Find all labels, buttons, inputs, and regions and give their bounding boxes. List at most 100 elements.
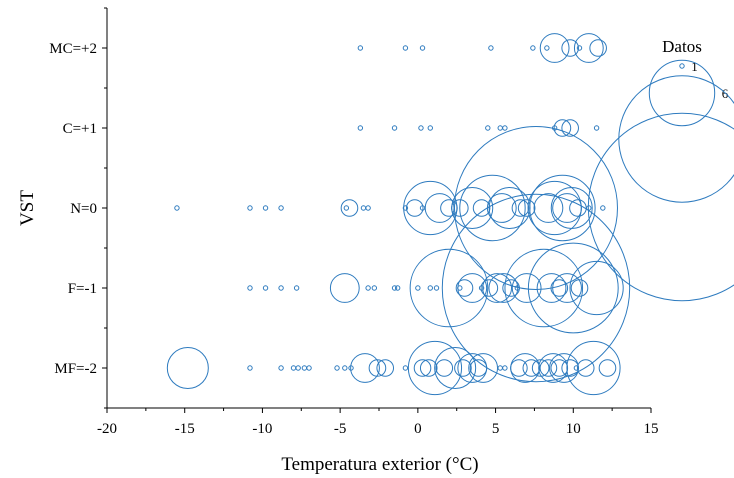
bubble-point xyxy=(497,365,503,371)
bubble-point xyxy=(566,340,621,396)
bubble-point xyxy=(598,359,617,377)
bubble-point xyxy=(570,279,589,297)
bubble-point xyxy=(527,242,619,334)
bubble-point xyxy=(166,347,209,389)
legend-bubble xyxy=(648,59,716,127)
bubbles xyxy=(166,33,631,396)
bubble-point xyxy=(415,285,421,291)
bubble-point xyxy=(488,273,519,303)
x-tick-label: -20 xyxy=(97,421,117,437)
bubble-point xyxy=(457,273,488,303)
y-tick-label: MF=-2 xyxy=(54,361,97,377)
bubble-point xyxy=(435,359,454,377)
bubble-point xyxy=(419,359,438,377)
legend-bubble xyxy=(587,112,734,302)
bubble-point xyxy=(514,285,521,291)
x-tick-label: -10 xyxy=(252,421,272,437)
bubble-point xyxy=(480,279,499,297)
bubble-point xyxy=(405,199,424,217)
bubble-point xyxy=(550,359,569,377)
bubble-point xyxy=(433,285,440,291)
bubble-point xyxy=(539,33,570,63)
bubble-point xyxy=(278,365,284,371)
bubble-point xyxy=(469,359,488,377)
y-tick-label: MC=+2 xyxy=(49,41,97,57)
legend: Datos161116 xyxy=(587,37,734,302)
bubble-point xyxy=(561,359,579,377)
x-tick-label: -15 xyxy=(175,421,195,437)
y-axis-title: VST xyxy=(17,190,38,226)
bubble-point xyxy=(451,187,494,229)
bubble-point xyxy=(306,365,312,371)
bubble-point xyxy=(343,205,350,211)
bubble-point xyxy=(453,126,618,290)
bubble-point xyxy=(247,205,253,211)
bubble-point xyxy=(262,285,269,291)
bubble-point xyxy=(550,187,593,229)
x-tick-label: 10 xyxy=(566,421,581,437)
bubble-point xyxy=(573,365,580,371)
bubble-point xyxy=(419,45,426,51)
x-tick-label: 15 xyxy=(644,421,659,437)
bubble-point xyxy=(600,205,606,211)
bubble-point xyxy=(576,359,595,377)
ticks: -20 -15 -10 -5 0 5 10 15 MF=-2 F=-1 N=0 C=+1 MC=+2 xyxy=(49,7,659,437)
bubble-point xyxy=(391,285,398,291)
bubble-point xyxy=(550,279,569,297)
legend-label: 1 xyxy=(691,59,698,74)
bubble-point xyxy=(334,365,340,371)
bubble-point xyxy=(561,39,579,57)
bubble-point xyxy=(454,359,472,377)
bubble-point xyxy=(262,205,269,211)
bubble-point xyxy=(340,199,359,217)
bubble-point xyxy=(553,119,572,137)
bubble-point xyxy=(569,260,624,316)
bubble-point xyxy=(413,359,432,377)
bubble-point xyxy=(391,125,398,131)
bubble-point xyxy=(536,273,567,303)
bubble-point xyxy=(424,193,455,223)
bubble-point xyxy=(511,273,542,303)
bubble-point xyxy=(502,125,508,131)
x-tick-label: 0 xyxy=(414,421,422,437)
bubble-point xyxy=(295,365,301,371)
bubble-point xyxy=(174,205,180,211)
bubble-point xyxy=(290,365,297,371)
bubble-point xyxy=(504,248,584,328)
bubble-point xyxy=(455,279,474,297)
bubble-point xyxy=(576,45,583,51)
x-axis-title: Temperatura exterior (°C) xyxy=(281,454,478,475)
bubble-point xyxy=(301,365,308,371)
y-tick-label: F=-1 xyxy=(68,281,97,297)
bubble-point xyxy=(402,45,409,51)
bubble-point xyxy=(427,125,433,131)
bubble-point xyxy=(593,125,600,131)
bubble-point xyxy=(434,347,477,389)
bubble-point xyxy=(510,359,528,377)
bubble-point xyxy=(482,273,513,303)
bubble-point xyxy=(488,45,494,51)
bubble-point xyxy=(368,359,387,377)
bubble-point xyxy=(402,365,409,371)
y-tick-label: C=+1 xyxy=(63,121,97,137)
bubble-point xyxy=(350,353,380,383)
bubble-point xyxy=(569,199,587,217)
bubble-point xyxy=(360,205,367,211)
bubble-point xyxy=(561,119,579,137)
bubble-point xyxy=(427,285,433,291)
bubble-point xyxy=(544,45,550,51)
legend-bubble xyxy=(679,63,685,69)
bubble-point xyxy=(510,353,541,383)
bubble-point xyxy=(530,45,536,51)
bubble-point xyxy=(497,125,503,131)
bubble-point xyxy=(531,359,550,377)
bubble-point xyxy=(529,174,596,242)
y-tick-label: N=0 xyxy=(70,201,97,217)
bubble-point xyxy=(517,199,536,217)
bubble-point xyxy=(403,180,458,236)
bubble-point xyxy=(441,193,631,383)
bubble-point xyxy=(440,199,458,217)
bubble-point xyxy=(552,273,582,303)
x-tick-label: -5 xyxy=(334,421,347,437)
bubble-point xyxy=(589,39,607,57)
